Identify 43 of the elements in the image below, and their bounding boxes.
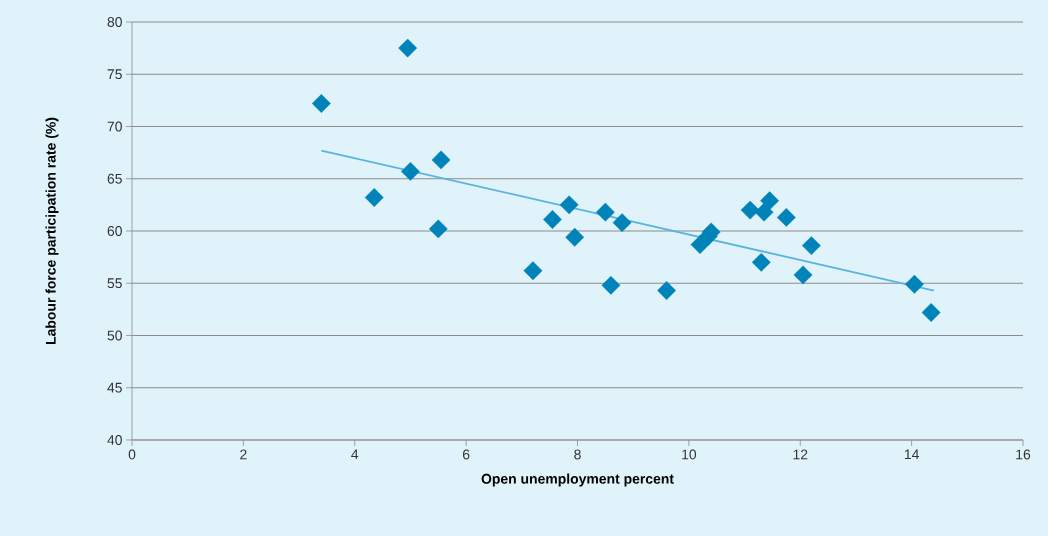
point (760, 191, 780, 211)
y-tick-label: 50 (107, 330, 122, 341)
point (364, 188, 384, 207)
point (740, 200, 760, 220)
y-tick-label: 65 (107, 173, 122, 184)
point (754, 202, 774, 222)
point (543, 210, 562, 229)
y-tick-label: 55 (107, 278, 122, 289)
point (657, 281, 676, 300)
x-tick-label: 12 (793, 449, 808, 460)
y-axis-title: Labour force participation rate (%) (45, 117, 59, 344)
point (428, 219, 448, 239)
y-tick-label: 80 (107, 17, 122, 27)
point (751, 252, 771, 272)
point (802, 236, 821, 256)
x-tick-label: 2 (240, 449, 247, 460)
x-tick-label: 6 (462, 449, 470, 460)
x-tick-label: 14 (904, 449, 919, 460)
point (595, 202, 615, 222)
y-tick-label: 70 (107, 121, 122, 132)
point (776, 208, 796, 227)
point (601, 275, 621, 295)
point (905, 274, 924, 294)
point (401, 162, 420, 181)
y-tick-label: 45 (107, 382, 122, 393)
x-axis-title: Open unemployment percent (481, 473, 674, 487)
point (921, 303, 941, 322)
point (311, 94, 331, 113)
y-tick-label: 60 (107, 226, 122, 236)
y-tick-label: 75 (107, 69, 122, 80)
x-tick-label: 8 (574, 449, 581, 460)
y-tick-label: 40 (107, 435, 122, 445)
point (559, 195, 579, 215)
point (398, 38, 418, 58)
point (523, 261, 543, 281)
point (565, 227, 585, 247)
point (793, 265, 813, 285)
x-tick-label: 0 (128, 449, 136, 460)
point (431, 150, 451, 170)
x-tick-label: 10 (682, 449, 697, 460)
point (612, 213, 632, 233)
x-tick-label: 16 (1016, 449, 1031, 460)
x-tick-label: 4 (351, 449, 359, 460)
